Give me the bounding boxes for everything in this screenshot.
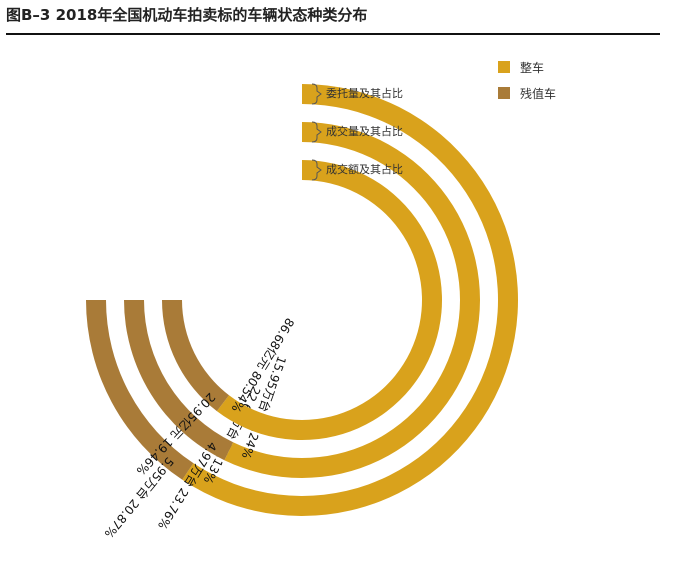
ring-2-salvage-arc — [124, 300, 234, 461]
ring-3-whole-arc — [216, 160, 443, 440]
legend-swatch-salvage-vehicle — [498, 87, 510, 99]
legend-label-salvage-vehicle: 残值车 — [520, 86, 557, 101]
ring-3-bracket — [311, 159, 322, 181]
legend-label-whole-vehicle: 整车 — [520, 60, 545, 75]
legend-swatch-whole-vehicle — [498, 61, 510, 73]
legend-item-salvage-vehicle: 残值车 — [498, 80, 556, 106]
chart-title: 图B–3 2018年全国机动车拍卖标的车辆状态种类分布 — [6, 6, 368, 24]
legend-item-whole-vehicle: 整车 — [498, 54, 556, 80]
ring-1-name: 委托量及其占比 — [326, 86, 403, 100]
ring-3-name: 成交额及其占比 — [326, 162, 403, 176]
ring-1-bracket — [311, 83, 322, 105]
ring-1-salvage-arc — [86, 300, 194, 480]
title-divider — [6, 33, 660, 35]
legend: 整车 残值车 — [498, 54, 556, 106]
ring-3-salvage-arc — [162, 300, 230, 412]
ring-2-bracket — [311, 121, 322, 143]
ring-2-name: 成交量及其占比 — [326, 124, 403, 138]
